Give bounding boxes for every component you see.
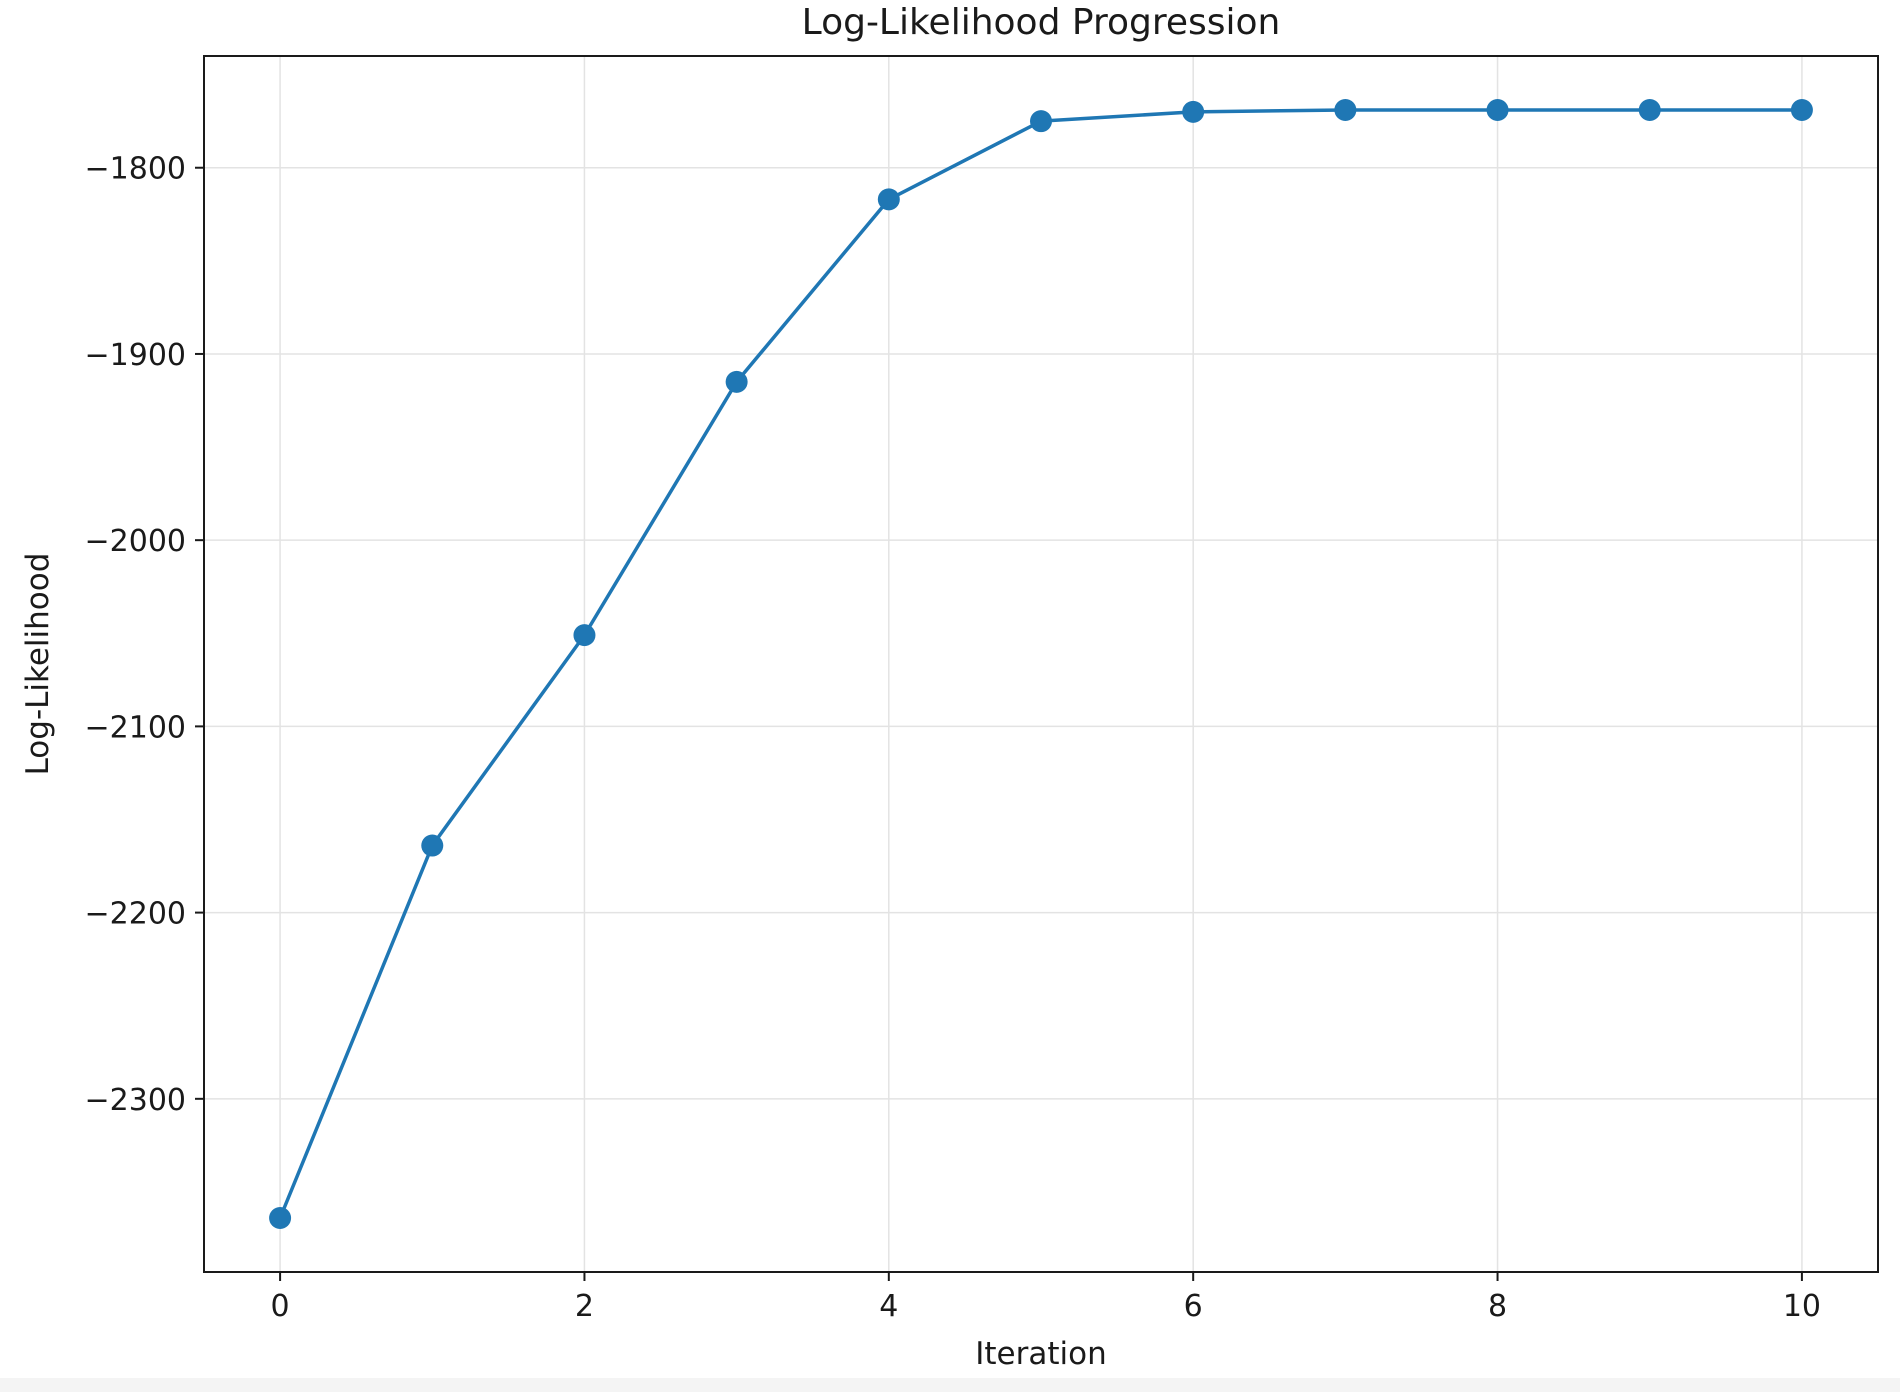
data-point: [1486, 99, 1509, 122]
x-tick-label: 0: [271, 1289, 290, 1324]
plot-frame: [203, 55, 1879, 1273]
grid-lines: [204, 56, 1878, 1272]
series-line: [278, 108, 1802, 1219]
data-point: [573, 624, 596, 647]
x-axis-label: Iteration: [975, 1336, 1107, 1372]
data-point: [1790, 99, 1813, 122]
window-bottom-strip: [0, 1378, 1900, 1392]
chart-title: Log-Likelihood Progression: [802, 2, 1281, 43]
y-tick-label: −2200: [85, 897, 186, 932]
x-tick-label: 8: [1488, 1289, 1507, 1324]
y-tick-label: −1900: [85, 338, 186, 373]
x-tick-label: 4: [879, 1289, 898, 1324]
y-tick-label: −1800: [85, 152, 186, 187]
data-point: [877, 188, 900, 211]
y-tick-label: −2000: [85, 524, 186, 559]
data-point: [269, 1206, 292, 1229]
data-point: [1182, 100, 1205, 123]
data-points: [269, 99, 1813, 1229]
x-tick-label: 2: [575, 1289, 594, 1324]
series-line-layer: [278, 108, 1802, 1219]
axis-ticks: 0 2 4 6 8 10 −1800 −1900 −2000 −2100 −2200 −2300: [85, 152, 1821, 1324]
data-point: [1030, 110, 1052, 133]
data-point: [1334, 99, 1357, 122]
data-point: [1638, 99, 1661, 122]
y-axis-label: Log-Likelihood: [20, 553, 56, 776]
x-tick-label: 6: [1184, 1289, 1203, 1324]
data-point: [725, 370, 748, 393]
y-tick-label: −2100: [85, 710, 186, 745]
y-tick-label: −2300: [85, 1083, 186, 1118]
x-tick-label: 10: [1783, 1289, 1821, 1324]
data-point: [421, 834, 444, 857]
